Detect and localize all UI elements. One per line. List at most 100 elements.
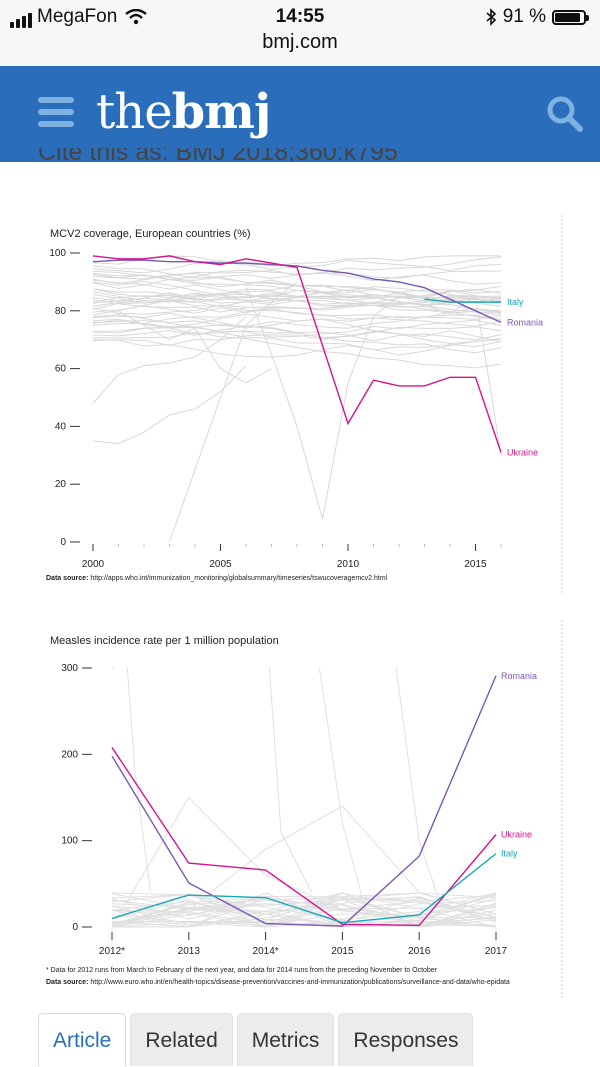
tab-article[interactable]: Article — [38, 1013, 127, 1066]
series-line-ukraine — [111, 747, 497, 926]
chart-title: MCV2 coverage, European countries (%) — [50, 228, 251, 240]
background-line — [169, 281, 298, 543]
x-tick-label: 2015 — [464, 559, 487, 570]
background-countries — [111, 667, 497, 928]
logo-text-light: the — [96, 84, 173, 140]
background-line — [268, 667, 313, 893]
article-tabs: Article Related Metrics Responses — [38, 1013, 474, 1066]
background-countries — [92, 255, 502, 543]
status-bar: MegaFon 14:55 91 % bmj.com — [0, 0, 600, 66]
background-line — [111, 796, 497, 928]
series-label-italy: Italy — [501, 849, 518, 859]
signal-icon — [10, 6, 34, 28]
background-line — [424, 295, 502, 456]
y-tick-label: 60 — [55, 364, 67, 375]
data-source-url[interactable]: http://apps.who.int/immunization_monitor… — [90, 575, 387, 582]
background-line — [92, 318, 502, 338]
data-source-label: Data source: — [46, 979, 88, 986]
y-tick-label: 20 — [55, 479, 67, 490]
x-tick-label: 2016 — [408, 946, 431, 957]
background-line — [111, 805, 497, 924]
series-label-ukraine: Ukraine — [507, 447, 538, 457]
chart-title: Measles incidence rate per 1 million pop… — [50, 635, 279, 647]
citation-text: Cite this as: BMJ 2018;360:k795 — [38, 148, 398, 162]
tab-related[interactable]: Related — [130, 1013, 233, 1066]
background-line — [92, 330, 502, 346]
x-tick-label: 2017 — [485, 946, 508, 957]
y-tick-label: 0 — [72, 922, 78, 933]
y-tick-label: 300 — [61, 663, 78, 674]
site-header: thebmj — [0, 66, 600, 162]
y-tick-label: 40 — [55, 421, 67, 432]
x-tick-label: 2005 — [209, 559, 232, 570]
search-icon[interactable] — [546, 95, 584, 133]
carrier-name: MegaFon — [37, 6, 118, 27]
series-label-romania: Romania — [501, 671, 537, 681]
x-tick-label: 2010 — [337, 559, 360, 570]
carrier: MegaFon — [10, 6, 148, 28]
x-tick-label: 2000 — [82, 559, 105, 570]
background-line — [92, 255, 501, 274]
series-line-italy — [424, 298, 501, 303]
hamburger-menu-icon[interactable] — [38, 97, 74, 127]
background-line — [92, 337, 502, 358]
background-line — [126, 667, 151, 893]
footnote: * Data for 2012 runs from March to Febru… — [46, 967, 438, 974]
citation-line: Cite this as: BMJ 2018;360:k795 — [38, 148, 578, 162]
background-line — [395, 667, 443, 910]
background-line — [92, 319, 502, 351]
tab-responses[interactable]: Responses — [338, 1013, 474, 1066]
background-line — [111, 894, 497, 928]
background-line — [92, 316, 247, 404]
x-tick-label: 2012* — [99, 946, 125, 957]
background-line — [111, 892, 497, 928]
data-source-label: Data source: — [46, 575, 88, 582]
data-source: Data source: http://www.euro.who.int/en/… — [46, 979, 510, 986]
series-label-romania: Romania — [507, 317, 543, 327]
background-line — [111, 892, 497, 928]
background-line — [92, 289, 502, 304]
background-line — [92, 285, 502, 326]
y-tick-label: 80 — [55, 306, 67, 317]
bmj-logo[interactable]: thebmj — [96, 84, 272, 140]
wifi-icon — [125, 9, 148, 25]
background-line — [92, 288, 502, 307]
y-tick-label: 100 — [49, 248, 66, 259]
series-line-italy — [111, 853, 497, 924]
series-line-romania — [92, 259, 502, 323]
background-line — [92, 365, 247, 445]
background-line — [92, 331, 502, 369]
address-bar-url[interactable]: bmj.com — [262, 31, 338, 53]
x-tick-label: 2015 — [331, 946, 354, 957]
background-line — [92, 324, 502, 354]
x-tick-label: 2013 — [178, 946, 201, 957]
background-line — [92, 305, 502, 321]
y-tick-label: 100 — [61, 836, 78, 847]
x-tick-label: 2014* — [253, 946, 279, 957]
logo-text-bold: bmj — [171, 84, 272, 140]
data-source-url[interactable]: http://www.euro.who.int/en/health-topics… — [90, 979, 510, 986]
background-line — [92, 269, 502, 285]
battery-percent: 91 % — [502, 6, 546, 27]
measles-incidence-chart: Measles incidence rate per 1 million pop… — [46, 620, 563, 1000]
clock: 14:55 — [275, 6, 325, 27]
y-tick-label: 0 — [60, 537, 66, 548]
background-line — [111, 899, 497, 928]
background-line — [111, 901, 497, 927]
battery-icon — [552, 9, 589, 25]
background-line — [318, 667, 366, 910]
series-label-ukraine: Ukraine — [501, 830, 532, 840]
series-line-ukraine — [92, 255, 502, 453]
y-tick-label: 200 — [61, 749, 78, 760]
background-line — [92, 273, 502, 299]
series-label-italy: Italy — [507, 297, 524, 307]
series-line-romania — [111, 675, 497, 927]
background-line — [118, 310, 272, 384]
tab-metrics[interactable]: Metrics — [236, 1013, 335, 1066]
data-source: Data source: http://apps.who.int/immuniz… — [46, 575, 388, 582]
bluetooth-icon — [486, 8, 496, 26]
mcv2-coverage-chart: MCV2 coverage, European countries (%) 0 2… — [46, 215, 563, 595]
background-line — [245, 287, 400, 520]
status-right: 91 % — [485, 6, 589, 28]
background-line — [92, 315, 502, 337]
